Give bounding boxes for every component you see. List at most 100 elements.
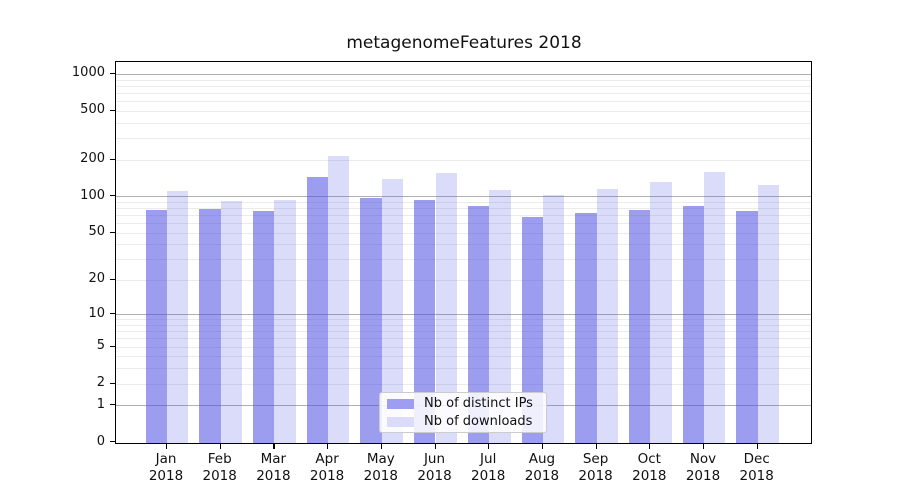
legend-item-downloads: Nb of downloads [387, 414, 546, 429]
bar-ips-jul [467, 205, 490, 443]
bar-downloads-jun [435, 173, 457, 443]
gridline-100 [116, 196, 811, 198]
gridline-5 [116, 346, 811, 348]
gridline-60 [116, 223, 811, 224]
y-tick-label-200: 200 [80, 151, 105, 166]
gridline-700 [116, 92, 811, 94]
x-tick-label-oct: Oct 2018 [619, 451, 679, 485]
bar-downloads-aug [542, 194, 565, 443]
gridline-900 [116, 79, 811, 81]
y-tick-mark-2 [110, 382, 115, 384]
month-label: May [366, 451, 395, 467]
x-tick-label-mar: Mar 2018 [243, 451, 303, 485]
gridline-50 [116, 232, 811, 234]
x-tick-mark-aug [541, 444, 544, 449]
bar-ips-aug [521, 216, 543, 443]
x-tick-label-may: May 2018 [351, 451, 411, 485]
x-tick-mark-dec [756, 444, 758, 449]
bar-ips-sep [575, 213, 597, 443]
gridline-90 [116, 201, 811, 203]
bar-downloads-jan [167, 191, 189, 443]
y-tick-label-0: 0 [96, 433, 105, 449]
gridline-300 [116, 138, 811, 139]
year-label: 2018 [256, 468, 291, 484]
x-tick-mark-jul [488, 444, 490, 449]
x-tick-mark-feb [219, 444, 221, 449]
x-tick-label-apr: Apr 2018 [297, 451, 357, 485]
gridline-3 [116, 368, 811, 370]
gridline-200 [116, 159, 811, 161]
y-tick-label-100: 100 [80, 187, 105, 203]
bar-ips-jan [145, 209, 167, 443]
year-label: 2018 [417, 468, 452, 484]
x-tick-label-dec: Dec 2018 [727, 451, 787, 485]
month-label: Jan [155, 451, 177, 467]
x-tick-mark-oct [649, 444, 651, 449]
y-tick-label-50: 50 [88, 224, 105, 239]
month-label: Aug [528, 451, 556, 467]
x-tick-label-jun: Jun 2018 [405, 451, 465, 485]
bar-ips-feb [199, 209, 221, 443]
bar-downloads-apr [328, 156, 350, 443]
month-label: Apr [315, 451, 339, 467]
bar-ips-jun [414, 199, 436, 443]
bar-ips-oct [628, 209, 651, 443]
x-tick-label-nov: Nov 2018 [673, 451, 733, 485]
y-tick-label-5: 5 [96, 338, 105, 353]
gridline-8 [116, 324, 811, 326]
y-tick-label-2: 2 [96, 375, 105, 390]
gridline-20 [116, 279, 811, 281]
gridline-7 [116, 331, 811, 333]
y-tick-mark-200 [110, 158, 115, 160]
year-label: 2018 [471, 468, 506, 484]
gridline-400 [116, 122, 811, 124]
x-tick-label-aug: Aug 2018 [512, 451, 572, 485]
bar-ips-may [360, 197, 382, 443]
gridline-30 [116, 259, 811, 261]
gridline-2 [116, 383, 811, 385]
gridline-6 [116, 338, 811, 340]
gridline-1000 [116, 73, 811, 75]
y-tick-mark-20 [110, 278, 115, 280]
chart-title: metagenomeFeatures 2018 [346, 33, 582, 53]
y-tick-mark-1000 [110, 72, 115, 75]
x-tick-mark-sep [595, 444, 597, 449]
year-label: 2018 [578, 468, 613, 484]
gridline-800 [116, 85, 811, 87]
gridline-9 [116, 319, 811, 321]
x-tick-mark-jan [166, 444, 168, 449]
bar-ips-dec [736, 211, 758, 443]
plot-area [115, 61, 812, 444]
y-tick-mark-5 [110, 345, 115, 347]
bar-downloads-sep [596, 188, 618, 443]
x-tick-label-jul: Jul 2018 [458, 451, 518, 485]
legend-swatch-distinct-ips [387, 398, 414, 409]
bar-downloads-feb [220, 201, 243, 443]
bar-downloads-dec [757, 185, 780, 443]
x-tick-label-feb: Feb 2018 [190, 451, 250, 485]
month-label: Dec [743, 451, 770, 467]
x-tick-mark-nov [703, 444, 705, 449]
gridline-500 [116, 110, 811, 112]
year-label: 2018 [632, 468, 667, 484]
bar-downloads-oct [650, 181, 672, 443]
month-label: Sep [582, 451, 609, 467]
gridline-4 [116, 356, 811, 358]
y-tick-label-20: 20 [88, 271, 105, 287]
y-tick-label-500: 500 [80, 102, 105, 118]
month-label: Oct [637, 451, 661, 467]
bar-downloads-mar [274, 200, 296, 443]
month-label: Jun [423, 451, 446, 467]
year-label: 2018 [524, 468, 560, 484]
gridline-70 [116, 214, 811, 216]
x-tick-label-sep: Sep 2018 [566, 451, 626, 485]
bar-downloads-may [381, 178, 404, 443]
x-tick-mark-mar [273, 444, 275, 449]
legend-label-distinct-ips: Nb of distinct IPs [424, 396, 533, 411]
y-tick-mark-0 [110, 441, 115, 443]
y-tick-mark-500 [110, 109, 115, 111]
y-tick-label-1: 1 [96, 396, 105, 412]
legend-item-distinct-ips: Nb of distinct IPs [387, 396, 546, 411]
month-label: Mar [260, 451, 287, 467]
